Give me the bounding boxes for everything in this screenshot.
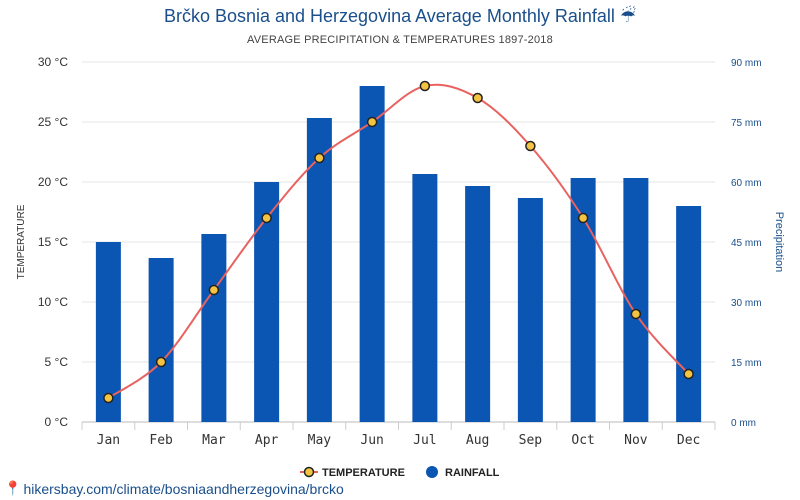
source-link[interactable]: 📍 hikersbay.com/climate/bosniaandherzego… (4, 480, 344, 497)
temperature-point (630, 308, 642, 320)
source-link-text[interactable]: hikersbay.com/climate/bosniaandherzegovi… (23, 480, 344, 497)
rainfall-bar (412, 174, 438, 422)
y-left-tick-label: 10 °C (38, 295, 68, 309)
legend-rainfall-marker (426, 466, 438, 478)
y-left-axis-label: TEMPERATURE (16, 204, 27, 279)
y-left-tick-label: 20 °C (38, 175, 68, 189)
chart-title-text: Brčko Bosnia and Herzegovina Average Mon… (163, 6, 615, 26)
y-right-axis-label: Precipitation (773, 212, 785, 273)
rainfall-bar (517, 198, 543, 422)
chart-subtitle: AVERAGE PRECIPITATION & TEMPERATURES 189… (247, 34, 553, 46)
y-left-tick-label: 15 °C (38, 235, 68, 249)
y-left-tick-label: 5 °C (45, 355, 69, 369)
x-tick-label: Apr (255, 433, 279, 448)
x-tick-label: Dec (677, 433, 700, 448)
x-tick-label: Aug (466, 433, 489, 448)
umbrella-rain-icon: ☔ (619, 6, 637, 26)
temperature-point (103, 392, 114, 404)
temperature-point (577, 212, 589, 224)
legend-temperature-marker (303, 466, 315, 478)
rainfall-bar (465, 186, 491, 422)
y-right-tick-label: 15 mm (731, 358, 762, 369)
y-left-tick-label: 0 °C (45, 415, 69, 429)
x-tick-label: Nov (624, 433, 648, 448)
temperature-point (472, 92, 483, 104)
x-tick-label: Mar (202, 433, 226, 448)
map-pin-icon: 📍 (4, 480, 22, 496)
y-right-tick-label: 30 mm (731, 298, 762, 309)
y-right-tick-label: 60 mm (731, 178, 762, 189)
legend-rainfall-label: RAINFALL (445, 467, 500, 479)
chart-title: Brčko Bosnia and Herzegovina Average Mon… (0, 6, 800, 27)
legend-temperature-label: TEMPERATURE (322, 467, 405, 479)
x-tick-label: Jun (360, 433, 383, 448)
x-tick-label: Sep (519, 433, 543, 448)
temperature-point (155, 356, 167, 368)
temperature-point (261, 212, 272, 224)
temperature-line (107, 83, 690, 399)
rainfall-bar (676, 206, 702, 422)
rainfall-bar (148, 258, 174, 422)
y-right-tick-label: 90 mm (731, 58, 762, 69)
temperature-point (683, 368, 694, 380)
temperature-point (314, 152, 325, 164)
temperature-point (208, 284, 220, 296)
rainfall-bar (359, 86, 385, 422)
y-left-tick-label: 25 °C (38, 115, 68, 129)
x-tick-label: Feb (149, 433, 173, 448)
rainfall-bar (201, 234, 227, 422)
y-right-tick-label: 45 mm (731, 238, 762, 249)
y-right-tick-label: 0 mm (731, 418, 756, 429)
x-tick-label: May (308, 433, 332, 448)
y-right-tick-label: 75 mm (731, 118, 762, 129)
temperature-point (419, 80, 431, 92)
x-tick-label: Jan (97, 433, 120, 448)
y-left-tick-label: 30 °C (38, 55, 68, 69)
temperature-point (366, 116, 378, 128)
x-tick-label: Oct (571, 433, 594, 448)
temperature-point (525, 140, 536, 152)
x-tick-label: Jul (413, 433, 436, 448)
rainfall-bar (306, 118, 332, 422)
